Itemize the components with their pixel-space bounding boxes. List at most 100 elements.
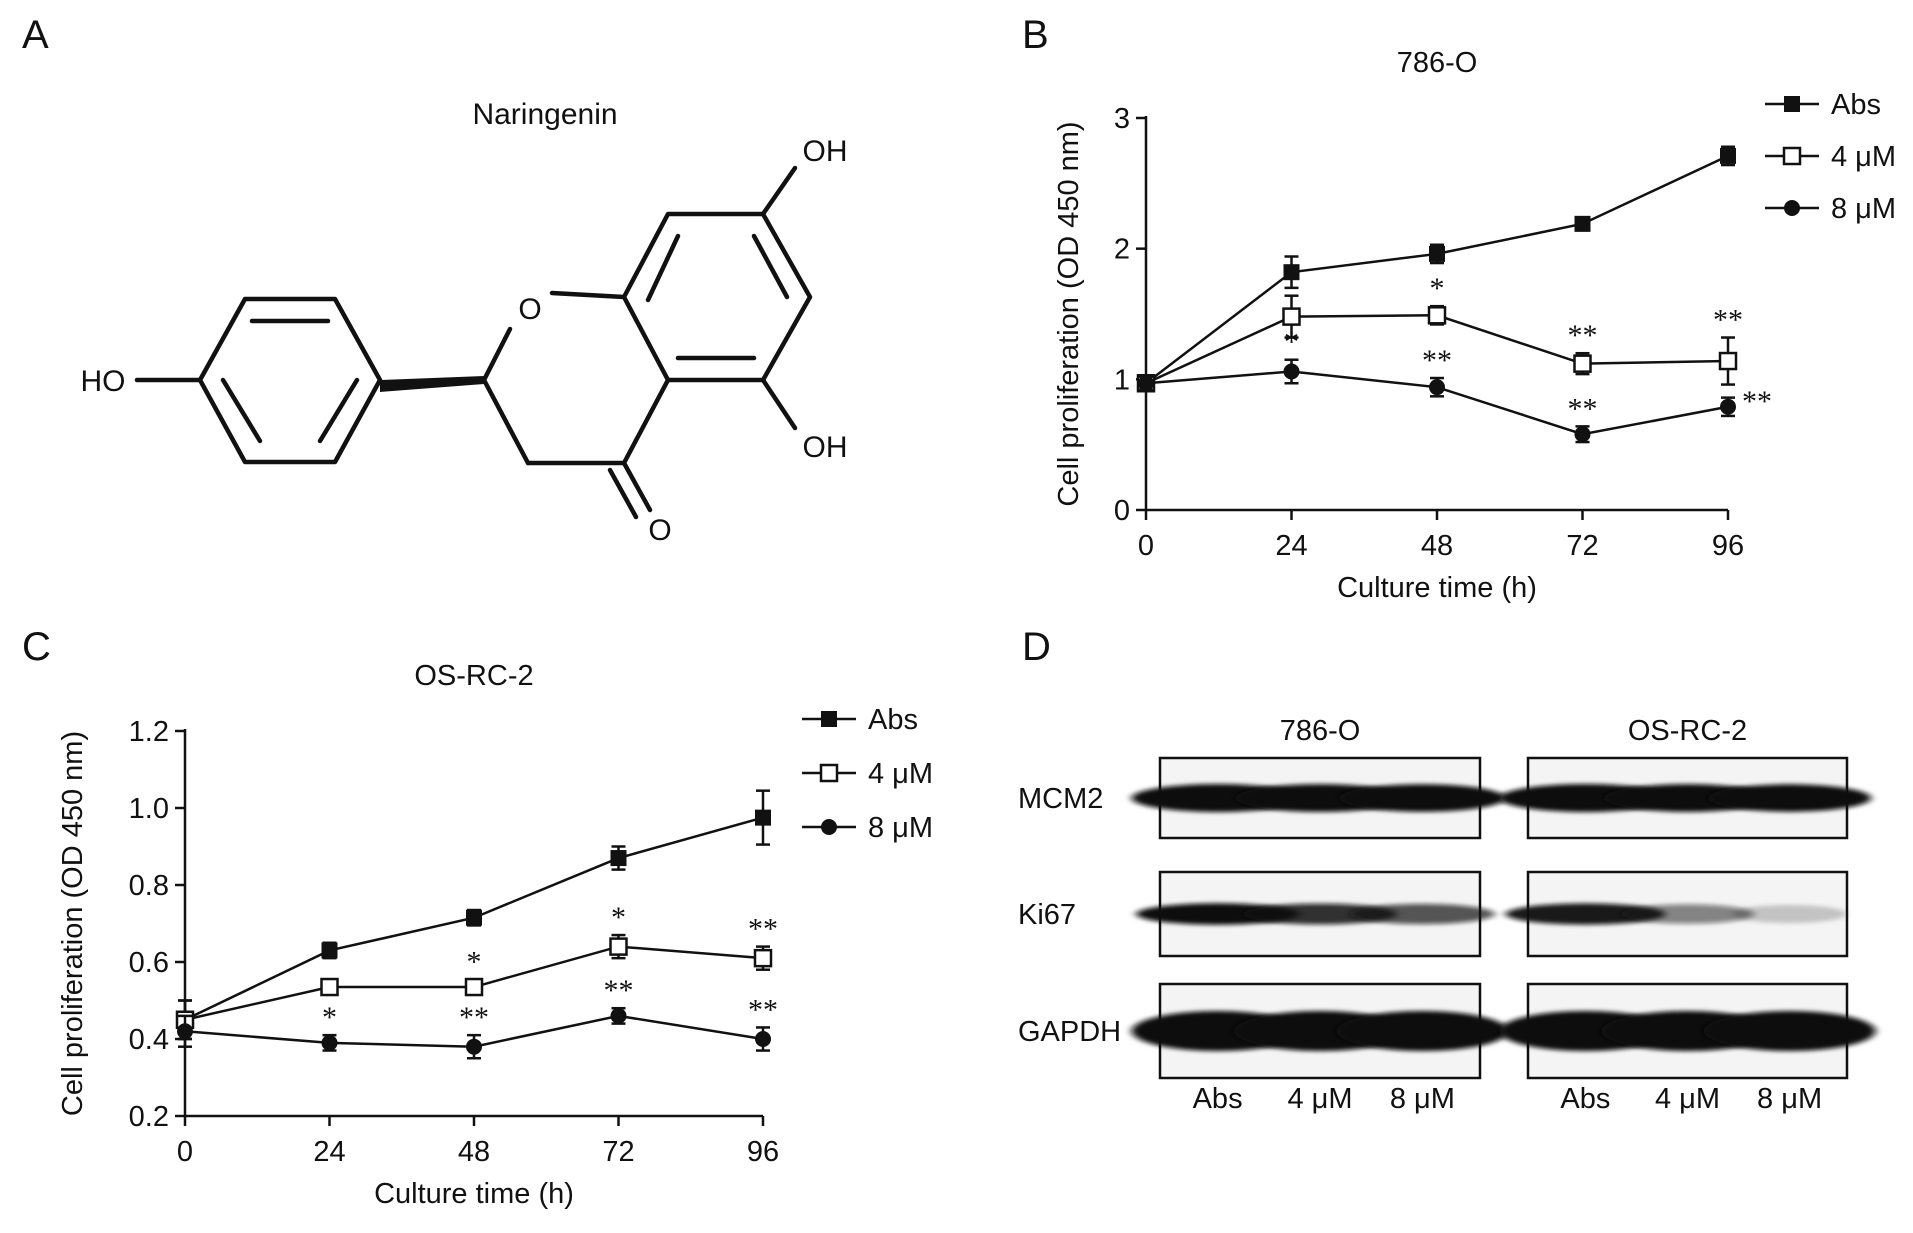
- data-point: [1138, 375, 1154, 392]
- legend-marker: [1784, 200, 1800, 216]
- stereo-wedge-bond: [380, 376, 484, 392]
- legend-marker: [821, 819, 837, 835]
- oh-bottom-bond: [760, 377, 798, 431]
- data-point: [610, 850, 627, 867]
- legend-item-abs: Abs: [1765, 89, 1881, 121]
- data-point: [320, 977, 339, 997]
- lane-label: 8 μM: [1757, 1083, 1822, 1115]
- y-tick-label: 2: [1114, 234, 1130, 266]
- data-point: [321, 942, 338, 959]
- data-point: [1427, 306, 1447, 325]
- blot-title: 786-O: [1280, 715, 1361, 747]
- significance-marker: **: [604, 974, 634, 1007]
- x-tick-label: 24: [313, 1136, 345, 1168]
- data-point: [321, 1034, 338, 1051]
- data-point: [1429, 379, 1445, 396]
- legend-marker: [1782, 146, 1802, 166]
- significance-marker: **: [748, 913, 778, 946]
- protein-band: [1732, 904, 1848, 924]
- y-tick-label: 3: [1114, 103, 1130, 135]
- data-point: [1718, 351, 1738, 371]
- structure-bonds: [134, 165, 813, 520]
- x-tick-label: 0: [177, 1136, 193, 1168]
- x-tick-label: 72: [1566, 530, 1598, 562]
- legend-label: 8 μM: [1831, 193, 1896, 225]
- series-8-m: [1138, 358, 1736, 444]
- phenol-double-bond-2: [317, 377, 360, 444]
- data-point: [755, 1031, 771, 1047]
- protein-label: MCM2: [1018, 783, 1103, 815]
- x-tick-label: 48: [1421, 530, 1453, 562]
- y-tick-label: 0.6: [129, 947, 169, 979]
- blot-title: OS-RC-2: [1628, 715, 1747, 747]
- protein-band: [1703, 1011, 1876, 1051]
- significance-marker: **: [1742, 385, 1772, 418]
- legend-label: 4 μM: [868, 758, 933, 790]
- protein-band: [1349, 903, 1495, 925]
- y-axis-label: Cell proliferation (OD 450 nm): [1053, 121, 1085, 506]
- carbonyl-bond-1: [621, 460, 653, 513]
- significance-marker: *: [1430, 272, 1445, 305]
- protein-label: GAPDH: [1018, 1016, 1121, 1048]
- data-point: [609, 937, 628, 956]
- atom-label-ring-oxygen: O: [518, 293, 541, 326]
- significance-marker: **: [1568, 392, 1598, 425]
- naringenin-structure: Naringenin OH HO O OH: [81, 98, 848, 547]
- c2-o-bond: [481, 326, 513, 383]
- lane-label: 4 μM: [1655, 1083, 1720, 1115]
- benzo-double-bond-2: [751, 233, 790, 300]
- legend-label: 8 μM: [868, 812, 933, 844]
- significance-marker: *: [1284, 326, 1299, 359]
- western-blot-panel: 786-O Abs 4 μM 8 μM OS-RC-2 Abs 4 μM 8 μM MCM2 Ki…: [1018, 715, 1876, 1115]
- protein-label: Ki67: [1018, 899, 1076, 931]
- y-tick-label: 0.2: [129, 1101, 169, 1133]
- lane-label: Abs: [1193, 1083, 1243, 1115]
- chart-title: OS-RC-2: [414, 660, 533, 692]
- compound-name: Naringenin: [472, 98, 617, 131]
- chart-c-osrc2: OS-RC-2 0.2 0.4 0.6 0.8 1.0 1.2 0 24 48 72 96 Cultur…: [57, 660, 933, 1210]
- legend-item-abs: Abs: [802, 704, 918, 736]
- series-4-m: [175, 933, 773, 1041]
- data-point: [753, 948, 773, 968]
- legend-item-8-m: 8 μM: [802, 812, 933, 844]
- legend-item-4-m: 4 μM: [1765, 141, 1896, 173]
- significance-marker: **: [1568, 319, 1598, 352]
- legend-marker: [1784, 96, 1800, 112]
- data-point: [177, 1023, 193, 1040]
- legend-label: Abs: [1831, 89, 1881, 121]
- legend-label: Abs: [868, 704, 918, 736]
- x-axis-label: Culture time (h): [1337, 572, 1537, 604]
- data-point: [755, 809, 771, 826]
- carbonyl-bond-2: [607, 467, 639, 520]
- c2-c3-bond: [481, 377, 531, 466]
- lane-label: 8 μM: [1390, 1083, 1455, 1115]
- y-axis-label: Cell proliferation (OD 450 nm): [57, 731, 89, 1116]
- data-point: [466, 1038, 482, 1055]
- x-tick-label: 96: [747, 1136, 779, 1168]
- data-point: [1283, 264, 1300, 281]
- protein-band: [1505, 903, 1666, 925]
- lane-label: Abs: [1560, 1083, 1610, 1115]
- data-point: [1573, 354, 1592, 373]
- x-tick-label: 0: [1138, 530, 1154, 562]
- data-point: [1574, 215, 1591, 232]
- significance-marker: **: [748, 993, 778, 1026]
- atom-label-oh-top: OH: [803, 135, 848, 168]
- legend-marker: [819, 763, 839, 783]
- legend-label: 4 μM: [1831, 141, 1896, 173]
- data-point: [1282, 307, 1301, 326]
- panel-letter-d: D: [1022, 625, 1051, 669]
- x-axis-label: Culture time (h): [374, 1178, 574, 1210]
- panel-letter-b: B: [1022, 13, 1049, 57]
- o-c8a-bond: [549, 290, 627, 300]
- y-tick-label: 1.0: [129, 793, 169, 825]
- significance-marker: **: [1713, 304, 1743, 337]
- series-8-m: [177, 1006, 771, 1060]
- oh-top-bond: [760, 165, 798, 217]
- significance-marker: *: [611, 901, 626, 934]
- chart-b-786o: 786-O 0 1 2 3 0 24 48 72 96 Culture time (h) Cell p…: [1053, 47, 1896, 604]
- y-tick-label: 0.8: [129, 870, 169, 902]
- blot-group-786-o: 786-O Abs 4 μM 8 μM: [1131, 715, 1509, 1115]
- y-tick-label: 0: [1114, 495, 1130, 527]
